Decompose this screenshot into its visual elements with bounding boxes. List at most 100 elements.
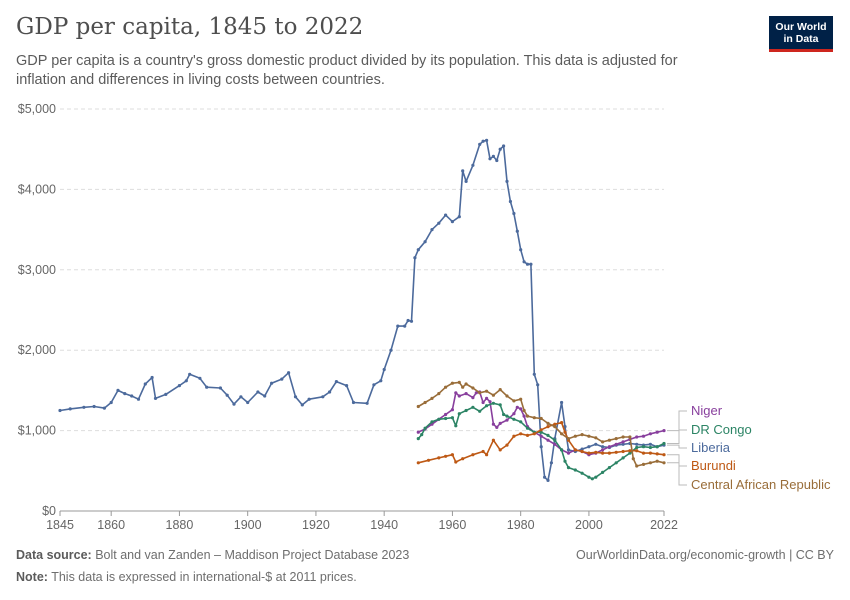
data-point	[420, 433, 424, 437]
data-point	[246, 400, 250, 405]
data-point	[607, 445, 612, 449]
legend-connector	[667, 429, 687, 444]
data-point	[519, 420, 523, 424]
data-point	[502, 144, 506, 148]
data-point	[631, 457, 635, 461]
data-point	[328, 390, 332, 394]
data-point	[116, 388, 120, 392]
data-point	[437, 392, 441, 396]
data-point	[635, 442, 639, 446]
data-point	[594, 450, 598, 454]
data-point	[471, 396, 475, 400]
legend-label: DR Congo	[691, 422, 752, 437]
data-point	[307, 397, 311, 401]
data-point	[389, 348, 393, 352]
y-tick-label: $3,000	[18, 263, 56, 277]
data-point	[450, 416, 454, 420]
data-point	[382, 367, 386, 372]
data-point	[621, 456, 625, 460]
data-point	[123, 392, 127, 396]
data-point	[464, 408, 468, 413]
data-point	[471, 405, 475, 409]
x-tick-label: 1880	[166, 518, 194, 532]
data-point	[416, 437, 420, 441]
data-point	[365, 401, 369, 405]
data-point	[225, 393, 229, 397]
data-point	[485, 389, 489, 393]
data-point	[594, 436, 598, 440]
data-point	[498, 147, 502, 151]
data-point	[205, 385, 209, 389]
data-point	[505, 179, 509, 183]
data-point	[485, 453, 489, 457]
data-point	[437, 456, 441, 460]
data-point	[82, 405, 86, 409]
data-point	[454, 424, 458, 428]
x-tick-label: 1860	[97, 518, 125, 532]
data-point	[566, 466, 571, 470]
data-point	[153, 396, 158, 400]
data-point	[614, 450, 618, 454]
data-point	[495, 425, 499, 429]
data-point	[525, 433, 530, 437]
source-link[interactable]: OurWorldinData.org/economic-growth | CC …	[576, 548, 834, 562]
data-point	[563, 430, 567, 434]
data-point	[512, 412, 516, 416]
data-point	[621, 440, 625, 444]
data-point	[648, 461, 653, 465]
data-point	[461, 457, 465, 461]
data-point	[218, 386, 222, 390]
data-point	[416, 430, 420, 434]
x-tick-label: 1845	[46, 518, 74, 532]
data-point	[522, 260, 526, 264]
data-point	[379, 379, 383, 383]
data-point	[522, 414, 526, 418]
data-point	[495, 158, 499, 163]
data-point	[525, 262, 530, 266]
data-point	[560, 432, 564, 436]
data-point	[177, 384, 181, 388]
data-point	[485, 404, 489, 408]
data-point	[648, 445, 653, 450]
note-label: Note:	[16, 570, 48, 584]
data-point	[444, 213, 448, 217]
series-line	[59, 139, 665, 482]
data-point	[416, 248, 420, 252]
data-point	[563, 459, 567, 463]
data-point	[416, 404, 420, 409]
data-point	[136, 397, 141, 401]
series-line	[417, 381, 665, 467]
data-point	[519, 407, 523, 411]
x-tick-label: 2022	[650, 518, 678, 532]
data-point	[321, 395, 325, 399]
data-point	[607, 451, 612, 455]
data-point	[580, 433, 584, 437]
data-point	[648, 442, 653, 446]
data-point	[621, 442, 625, 446]
owid-logo[interactable]: Our World in Data	[769, 16, 833, 52]
data-point	[536, 383, 540, 387]
data-point	[481, 449, 485, 454]
data-point	[628, 449, 632, 453]
data-point	[239, 395, 243, 399]
x-tick-label: 1900	[234, 518, 262, 532]
data-point	[614, 437, 618, 441]
data-point	[662, 429, 666, 433]
data-point	[457, 394, 461, 398]
data-point	[539, 434, 543, 438]
data-point	[512, 211, 516, 216]
data-point	[543, 475, 547, 479]
data-point	[491, 438, 495, 442]
logo-line-1: Our World	[775, 21, 827, 33]
data-point	[546, 433, 550, 437]
data-point	[508, 199, 512, 204]
x-tick-label: 1940	[370, 518, 398, 532]
data-point	[621, 449, 625, 454]
data-point	[498, 388, 502, 392]
data-point	[519, 397, 523, 401]
data-point	[491, 422, 495, 426]
data-point	[641, 451, 646, 455]
data-point	[488, 157, 492, 161]
chart-note: Note: This data is expressed in internat…	[16, 570, 357, 584]
